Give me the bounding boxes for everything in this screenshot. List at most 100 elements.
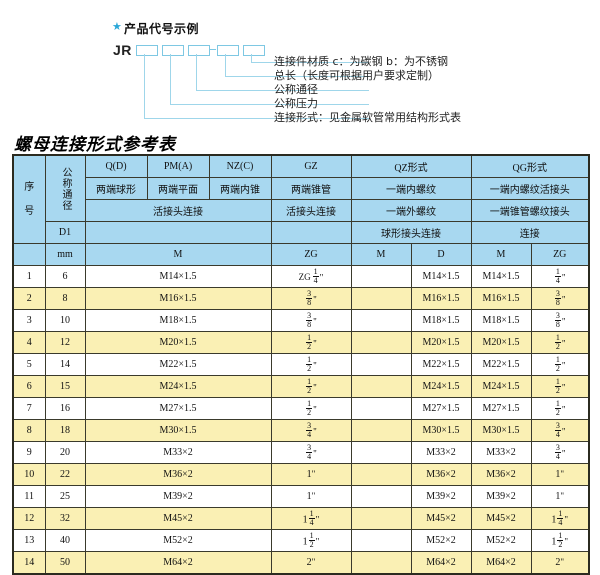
cell-bore: 15 bbox=[44, 375, 86, 398]
cell-gz: 1 1 2 " bbox=[270, 529, 352, 552]
cell-bore: 8 bbox=[44, 287, 86, 310]
annotation-material: 连接件材质 c：为碳钢 b：为不锈钢 bbox=[274, 55, 449, 68]
cell-bore: 14 bbox=[44, 353, 86, 376]
cell-qg-m: M16×1.5 bbox=[470, 287, 532, 310]
header-code-qd: Q(D) bbox=[84, 154, 148, 178]
table-row: 13 40 M52×2 1 1 2 " M52×2 M52×2 1 1 2 " bbox=[12, 529, 590, 552]
seq-line-1: 序 bbox=[24, 181, 35, 193]
leader-line-2-vertical bbox=[225, 54, 226, 77]
header-row-forms-3: D1 球形接头连接 连接 bbox=[13, 221, 590, 244]
cell-qz-d: M20×1.5 bbox=[410, 331, 472, 354]
header-form-nzc: 两端内锥 bbox=[208, 177, 272, 200]
table-row: 3 10 M18×1.5 3 8 " M18×1.5 M18×1.5 3 8 " bbox=[12, 309, 590, 332]
cell-seq: 13 bbox=[12, 529, 46, 552]
table-row: 7 16 M27×1.5 1 2 " M27×1.5 M27×1.5 1 2 " bbox=[12, 397, 590, 420]
cell-qz-d: M16×1.5 bbox=[410, 287, 472, 310]
cell-qz-m bbox=[350, 287, 412, 310]
cell-qg-m: M33×2 bbox=[470, 441, 532, 464]
cell-m: M27×1.5 bbox=[84, 397, 272, 420]
cell-qz-m bbox=[350, 485, 412, 508]
code-box-4 bbox=[217, 45, 239, 56]
table-row: 6 15 M24×1.5 1 2 " M24×1.5 M24×1.5 1 2 " bbox=[12, 375, 590, 398]
table-body: 序 号 公称通径 Q(D) PM(A) NZ(C) GZ QZ形式 QG形式 两… bbox=[12, 154, 590, 575]
cell-qg-zg: 3 4 " bbox=[530, 441, 590, 464]
cell-qg-zg: 1 2 " bbox=[530, 353, 590, 376]
cell-m: M30×1.5 bbox=[84, 419, 272, 442]
cell-qz-d: M22×1.5 bbox=[410, 353, 472, 376]
cell-qg-m: M18×1.5 bbox=[470, 309, 532, 332]
cell-gz: 1" bbox=[270, 485, 352, 508]
cell-qz-m bbox=[350, 507, 412, 530]
table-row: 12 32 M45×2 1 1 4 " M45×2 M45×2 1 1 4 " bbox=[12, 507, 590, 530]
table-row: 8 18 M30×1.5 3 4 " M30×1.5 M30×1.5 3 4 " bbox=[12, 419, 590, 442]
cell-qg-zg: 1" bbox=[530, 463, 590, 486]
cell-qg-m: M22×1.5 bbox=[470, 353, 532, 376]
cell-m: M45×2 bbox=[84, 507, 272, 530]
header-bore-d1: D1 bbox=[44, 221, 86, 244]
header-sub-qz-d: D bbox=[410, 243, 472, 266]
cell-gz: ZG 1 4 " bbox=[270, 265, 352, 288]
cell-m: M36×2 bbox=[84, 463, 272, 486]
header-sub-qg-m: M bbox=[470, 243, 532, 266]
header-code-qz: QZ形式 bbox=[350, 154, 472, 178]
cell-qz-d: M64×2 bbox=[410, 551, 472, 575]
cell-bore: 10 bbox=[44, 309, 86, 332]
header-code-qg: QG形式 bbox=[470, 154, 590, 178]
header-form-pma: 两端平面 bbox=[146, 177, 210, 200]
header-connect-qg: 连接 bbox=[470, 221, 590, 244]
cell-bore: 6 bbox=[44, 265, 86, 288]
cell-gz: 1 1 4 " bbox=[270, 507, 352, 530]
cell-m: M16×1.5 bbox=[84, 287, 272, 310]
annotation-pressure: 公称压力 bbox=[274, 97, 318, 110]
leader-line-3-vertical bbox=[196, 54, 197, 91]
cell-qg-zg: 1 4 " bbox=[530, 265, 590, 288]
cell-m: M52×2 bbox=[84, 529, 272, 552]
table-row: 2 8 M16×1.5 3 8 " M16×1.5 M16×1.5 3 8 " bbox=[12, 287, 590, 310]
cell-seq: 9 bbox=[12, 441, 46, 464]
header-form-qd: 两端球形 bbox=[84, 177, 148, 200]
table-row: 4 12 M20×1.5 1 2 " M20×1.5 M20×1.5 1 2 " bbox=[12, 331, 590, 354]
cell-qz-d: M14×1.5 bbox=[410, 265, 472, 288]
code-prefix-label: JR bbox=[113, 42, 132, 58]
cell-qg-m: M45×2 bbox=[470, 507, 532, 530]
header-sub-qg-zg: ZG bbox=[530, 243, 590, 266]
cell-qz-m bbox=[350, 375, 412, 398]
cell-qz-m bbox=[350, 419, 412, 442]
leader-line-4-horizontal bbox=[170, 104, 369, 105]
nut-connection-spec-table: 序 号 公称通径 Q(D) PM(A) NZ(C) GZ QZ形式 QG形式 两… bbox=[12, 154, 591, 575]
cell-gz: 3 8 " bbox=[270, 309, 352, 332]
cell-qg-zg: 1 1 4 " bbox=[530, 507, 590, 530]
cell-seq: 7 bbox=[12, 397, 46, 420]
code-box-1 bbox=[136, 45, 158, 56]
product-code-diagram: ★ 产品代号示例 JR 连接件材质 c：为碳钢 b：为不锈钢 总长（长度可根据用… bbox=[0, 0, 600, 128]
cell-qz-d: M39×2 bbox=[410, 485, 472, 508]
cell-gz: 1 2 " bbox=[270, 353, 352, 376]
cell-m: M39×2 bbox=[84, 485, 272, 508]
cell-qg-m: M20×1.5 bbox=[470, 331, 532, 354]
cell-gz: 3 4 " bbox=[270, 419, 352, 442]
leader-line-5-vertical bbox=[144, 54, 145, 119]
cell-m: M22×1.5 bbox=[84, 353, 272, 376]
code-box-3 bbox=[188, 45, 210, 56]
leader-line-1-vertical bbox=[251, 54, 252, 63]
table-row: 14 50 M64×2 2" M64×2 M64×2 2" bbox=[12, 551, 590, 575]
header-row-forms-1: 两端球形 两端平面 两端内锥 两端锥管 一端内螺纹 一端内螺纹活接头 bbox=[13, 177, 590, 200]
cell-seq: 2 bbox=[12, 287, 46, 310]
cell-qz-m bbox=[350, 441, 412, 464]
header-union-left: 活接头连接 bbox=[84, 199, 272, 222]
cell-qz-m bbox=[350, 397, 412, 420]
cell-m: M18×1.5 bbox=[84, 309, 272, 332]
cell-qg-m: M52×2 bbox=[470, 529, 532, 552]
cell-m: M14×1.5 bbox=[84, 265, 272, 288]
cell-bore: 40 bbox=[44, 529, 86, 552]
table-row: 5 14 M22×1.5 1 2 " M22×1.5 M22×1.5 1 2 " bbox=[12, 353, 590, 376]
cell-qg-zg: 1 1 2 " bbox=[530, 529, 590, 552]
leader-line-2-horizontal bbox=[225, 76, 369, 77]
page-title: 螺母连接形式参考表 bbox=[14, 135, 176, 155]
cell-qz-d: M33×2 bbox=[410, 441, 472, 464]
cell-qz-d: M45×2 bbox=[410, 507, 472, 530]
cell-seq: 11 bbox=[12, 485, 46, 508]
cell-m: M64×2 bbox=[84, 551, 272, 575]
cell-gz: 1 2 " bbox=[270, 397, 352, 420]
cell-m: M33×2 bbox=[84, 441, 272, 464]
